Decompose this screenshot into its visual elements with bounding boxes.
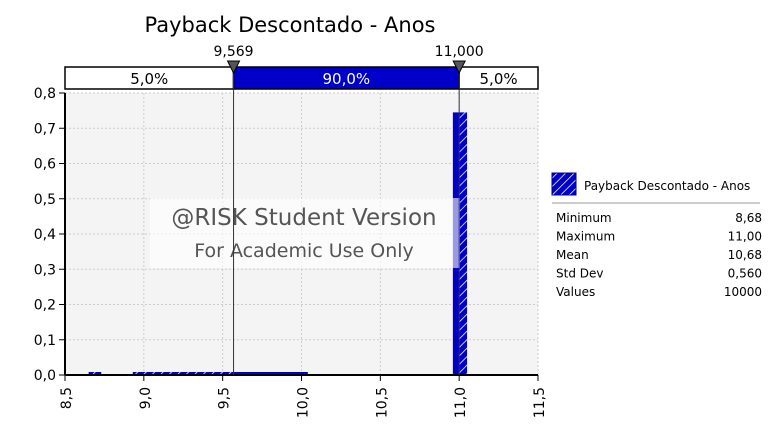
x-tick-label: 9,5 [217, 387, 233, 409]
histogram-bar [88, 372, 102, 375]
stat-label: Std Dev [556, 267, 603, 281]
region-label: 5,0% [130, 70, 168, 88]
x-tick-label: 11,5 [532, 387, 548, 418]
delimiter-handle [226, 60, 241, 75]
y-tick-label: 0,7 [34, 121, 56, 137]
stat-value: 0,560 [728, 267, 762, 281]
watermark: @RISK Student Version For Academic Use O… [150, 198, 460, 268]
histogram-bar [132, 372, 234, 375]
histogram-bar [459, 112, 468, 375]
y-tick-label: 0,0 [34, 368, 56, 384]
region-label: 5,0% [480, 70, 518, 88]
watermark-line-1: @RISK Student Version [171, 205, 436, 231]
y-tick-label: 0,6 [34, 157, 56, 173]
legend-series-label: Payback Descontado - Anos [584, 179, 750, 193]
stat-value: 11,00 [728, 230, 762, 244]
x-tick-label: 10,5 [374, 387, 390, 418]
delimiter-label: 11,000 [435, 44, 484, 60]
chart-title: Payback Descontado - Anos [144, 13, 435, 37]
stat-label: Mean [556, 248, 589, 262]
delimiter-label: 9,569 [213, 44, 253, 60]
y-tick-label: 0,3 [34, 262, 56, 278]
y-tick-label: 0,4 [34, 227, 56, 243]
stat-value: 10,68 [728, 248, 762, 262]
x-tick-label: 8,5 [59, 387, 75, 409]
stat-label: Values [556, 285, 595, 299]
x-tick-label: 10,0 [296, 387, 312, 418]
legend-swatch [551, 172, 577, 196]
y-tick-label: 0,2 [34, 298, 56, 314]
x-tick-label: 9,0 [138, 387, 154, 409]
y-tick-label: 0,8 [34, 86, 56, 102]
y-tick-label: 0,1 [34, 333, 56, 349]
region-label: 90,0% [323, 70, 371, 88]
stat-value: 10000 [724, 285, 762, 299]
y-tick-label: 0,5 [34, 192, 56, 208]
legend: Payback Descontado - Anos Minimum 8,68 Max… [551, 172, 762, 299]
histogram-bar [233, 372, 308, 375]
stat-value: 8,68 [735, 211, 762, 225]
watermark-line-2: For Academic Use Only [194, 240, 414, 262]
stat-label: Minimum [556, 211, 612, 225]
stat-label: Maximum [556, 230, 615, 244]
x-tick-label: 11,0 [453, 387, 469, 418]
delimiter-handle [452, 60, 466, 75]
